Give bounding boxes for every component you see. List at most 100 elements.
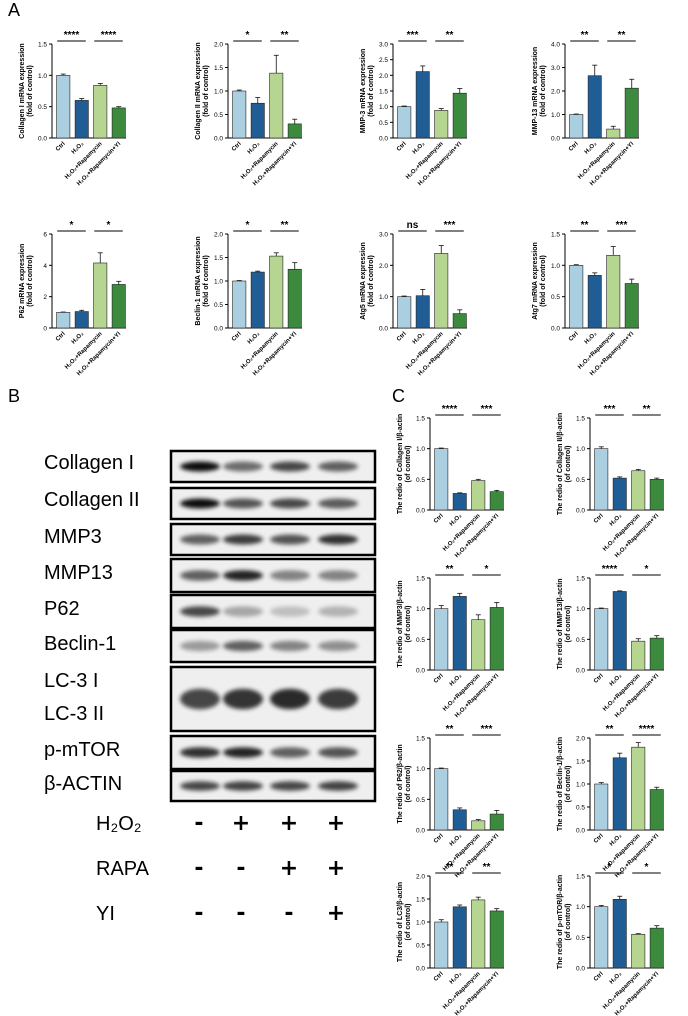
bar	[93, 85, 108, 139]
y-tick-label: 2.0	[214, 232, 223, 239]
significance-label: ***	[444, 220, 456, 231]
y-tick-label: 1.5	[416, 416, 425, 423]
bar	[649, 479, 664, 511]
significance-label: **	[446, 564, 454, 575]
y-tick-label: 1.5	[576, 874, 585, 881]
bar	[606, 255, 621, 329]
bar	[111, 284, 126, 329]
y-tick-label: 0.0	[379, 136, 388, 143]
x-tick-label: Ctrl	[55, 331, 67, 343]
x-tick-label: Ctrl	[55, 141, 67, 153]
y-tick-label: 0.0	[576, 508, 585, 515]
bar-chart: 0.0 0.5 1.0 1.5 The redio of P62/β-actin (of …	[397, 724, 504, 879]
y-tick-label: 0.0	[416, 966, 425, 973]
y-axis-label-unit: (fold of control)	[540, 65, 547, 117]
y-axis-label: The redio of MMP3/β-actin	[397, 580, 404, 667]
bar	[489, 607, 504, 671]
y-tick-label: 0.5	[416, 943, 425, 950]
treatment-label-h2o2: H₂O₂	[96, 813, 142, 835]
bar	[287, 123, 302, 139]
y-tick-label: 0.5	[214, 112, 223, 119]
y-tick-label: 0.5	[416, 797, 425, 804]
significance-label: ****	[64, 30, 80, 41]
significance-label: ns	[407, 220, 419, 231]
bar-chart: 0.0 0.5 1.0 1.5 2.0 The redio of Beclin-1/β-a…	[557, 724, 664, 879]
y-tick-label: 1.5	[379, 89, 388, 96]
y-tick-label: 1.5	[576, 759, 585, 766]
y-tick-label: 1.5	[416, 576, 425, 583]
y-tick-label: 1.5	[576, 416, 585, 423]
wb-label-lc3-ii: LC-3 II	[44, 703, 105, 725]
bar	[569, 114, 584, 139]
y-tick-label: 6	[43, 232, 47, 239]
x-tick-label: Ctrl	[593, 673, 605, 685]
significance-label: **	[483, 862, 491, 873]
bar	[434, 448, 449, 511]
significance-label: *	[70, 220, 74, 231]
treatment-mark: -	[284, 901, 294, 926]
y-tick-label: 0.0	[551, 136, 560, 143]
bar	[56, 75, 71, 139]
y-tick-label: 1.0	[551, 263, 560, 270]
y-tick-label: 0.0	[416, 828, 425, 835]
bar	[452, 809, 467, 831]
y-tick-label: 1.0	[379, 104, 388, 111]
y-tick-label: 0.5	[416, 477, 425, 484]
y-axis-label: Atg5 mRNA expression	[360, 242, 367, 320]
y-tick-label: 0.5	[38, 104, 47, 111]
y-tick-label: 1.5	[576, 576, 585, 583]
treatment-mark: +	[231, 811, 251, 836]
y-tick-label: 1.0	[416, 766, 425, 773]
significance-label: **	[446, 862, 454, 873]
bar	[594, 906, 609, 969]
y-tick-label: 0	[43, 326, 47, 333]
bar	[415, 295, 430, 329]
y-tick-label: 1.5	[416, 897, 425, 904]
y-tick-label: 3.0	[379, 42, 388, 49]
x-tick-label: Ctrl	[433, 673, 445, 685]
x-tick-label: H₂O₂	[609, 673, 624, 688]
x-tick-label: H₂O₂	[71, 141, 86, 156]
y-axis-label: The redio of Beclin-1/β-actin	[557, 737, 564, 831]
x-tick-label: Ctrl	[593, 833, 605, 845]
significance-label: *	[645, 564, 649, 575]
significance-label: **	[581, 30, 589, 41]
significance-label: **	[581, 220, 589, 231]
x-tick-label: H₂O₂	[449, 971, 464, 986]
y-axis-label: Atg7 mRNA expression	[532, 242, 539, 320]
bar	[250, 102, 265, 139]
y-tick-label: 0.5	[551, 294, 560, 301]
bar	[489, 910, 504, 969]
bar-chart: 0.0 0.5 1.0 1.5 2.0 Beclin-1 mRNA expression(…	[195, 220, 302, 377]
significance-label: ***	[604, 404, 616, 415]
x-tick-label: Ctrl	[231, 331, 243, 343]
bar	[471, 899, 486, 969]
treatment-mark: +	[326, 811, 346, 836]
bar	[594, 783, 609, 831]
bar-chart: 0.0 0.5 1.0 1.5 Collagen I mRNA expression (f…	[19, 30, 126, 187]
bar	[434, 921, 449, 969]
y-tick-label: 1.0	[214, 89, 223, 96]
x-tick-label: Ctrl	[568, 331, 580, 343]
x-tick-label: H₂O₂	[449, 673, 464, 688]
y-tick-label: 4.0	[551, 42, 560, 49]
wb-label-mmp13: MMP13	[44, 562, 113, 584]
y-axis-label: Collagen II mRNA expression	[195, 42, 202, 139]
panel-letter-b: B	[8, 386, 21, 406]
x-tick-label: H₂O₂	[584, 331, 599, 346]
bar-chart: 0.0 1.0 2.0 3.0 Atg5 mRNA expression (fold of…	[360, 220, 467, 377]
significance-label: ****	[442, 404, 458, 415]
bar-chart: 0.0 0.5 1.0 1.5 The redio of MMP3/β-actin (of…	[397, 564, 504, 719]
significance-label: *	[107, 220, 111, 231]
bar	[434, 253, 449, 329]
treatment-label-yi: YI	[96, 903, 115, 925]
significance-label: ***	[407, 30, 419, 41]
y-tick-label: 2.0	[379, 73, 388, 80]
wb-label-beta-actin: β-ACTIN	[44, 773, 123, 795]
wb-label-beclin-1: Beclin-1	[44, 633, 117, 655]
wb-label-mmp3: MMP3	[44, 526, 102, 548]
y-tick-label: 0.5	[576, 805, 585, 812]
significance-label: *	[246, 30, 250, 41]
significance-label: **	[281, 220, 289, 231]
